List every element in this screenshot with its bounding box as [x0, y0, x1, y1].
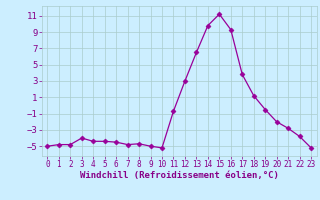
X-axis label: Windchill (Refroidissement éolien,°C): Windchill (Refroidissement éolien,°C) [80, 171, 279, 180]
